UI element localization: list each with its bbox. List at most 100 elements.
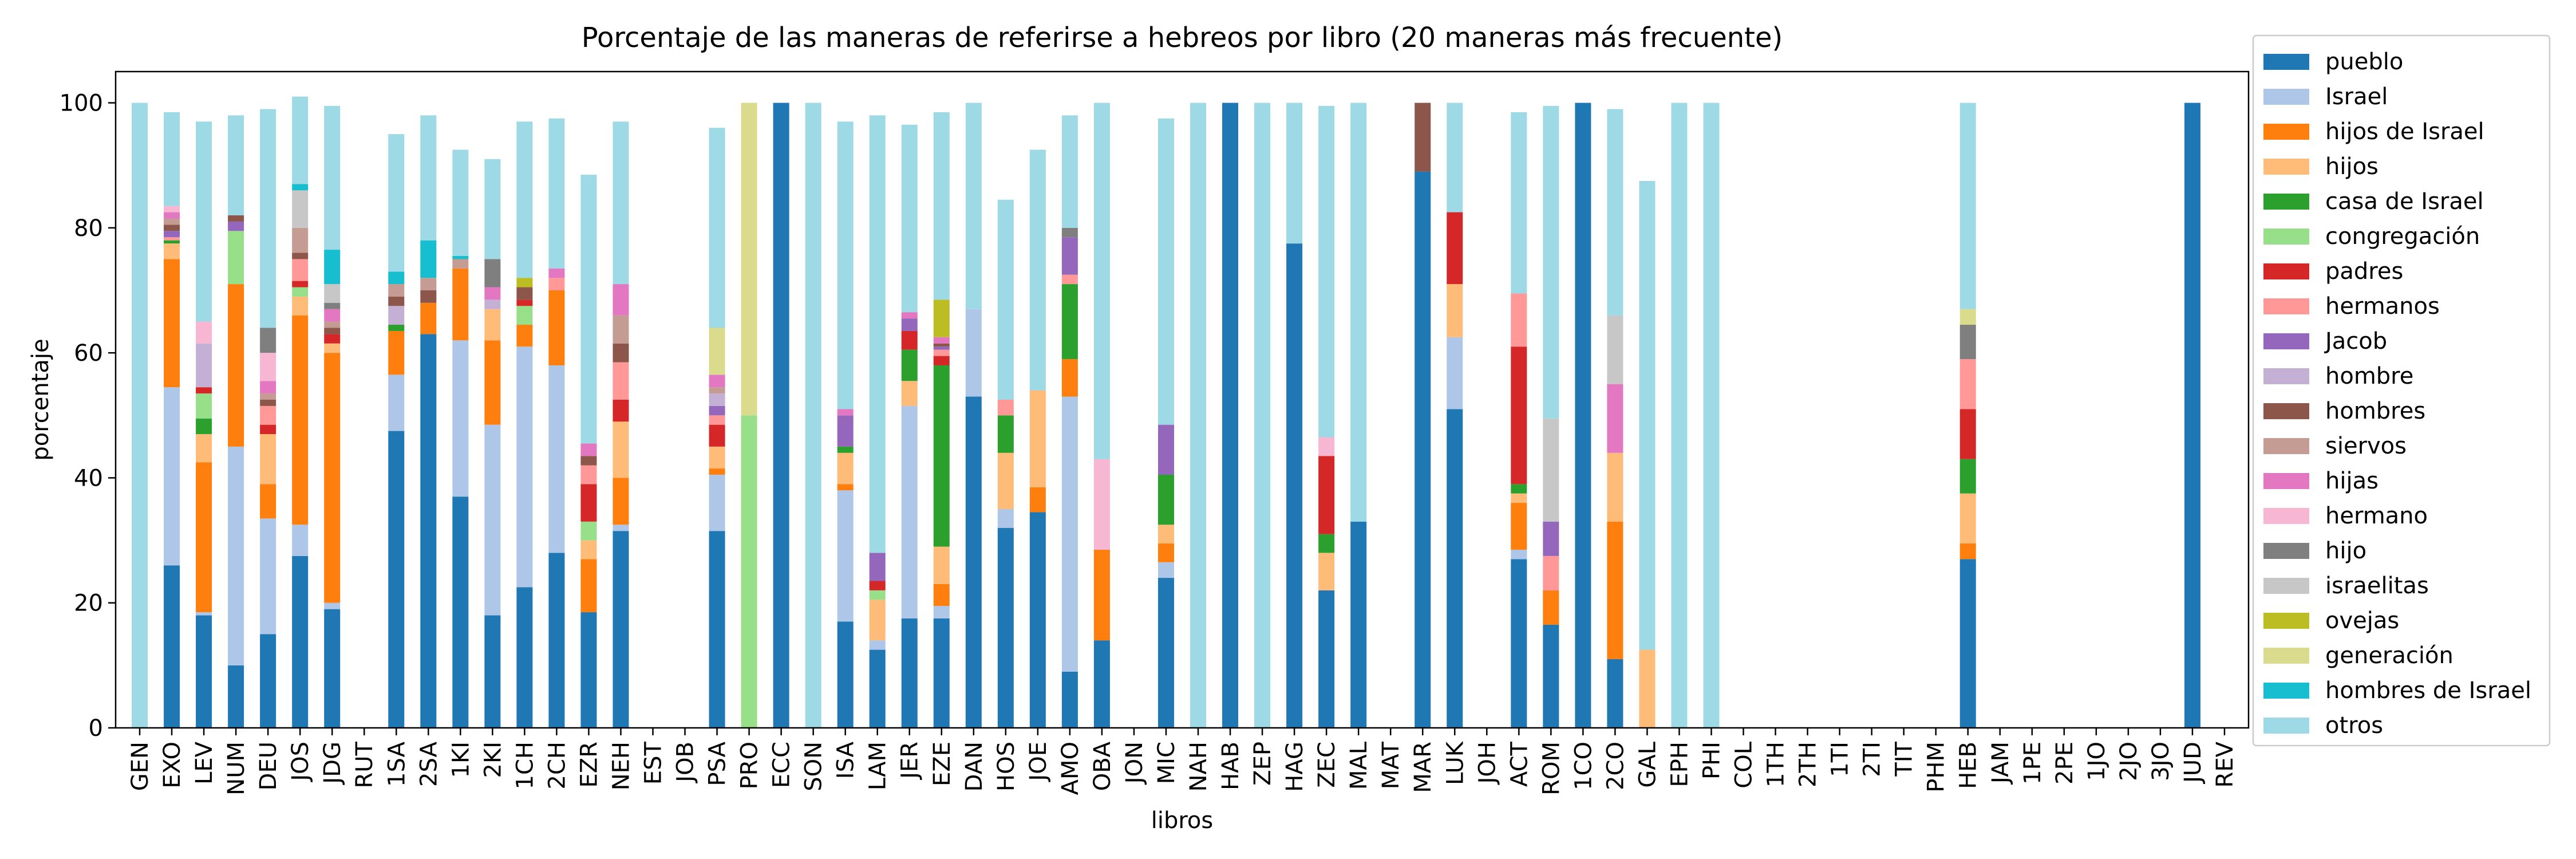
- bar-jdg-padres: [324, 334, 341, 344]
- bar-deu-hombres: [260, 400, 276, 406]
- bar-2co-hijos-de-israel: [1607, 521, 1623, 659]
- bar-dan-pueblo: [965, 396, 982, 728]
- x-tick-label: NUM: [223, 742, 250, 795]
- bar-1ch-ovejas: [516, 278, 533, 287]
- x-tick-label: RUT: [351, 741, 378, 788]
- bar-hos-hijos: [997, 452, 1014, 509]
- bar-son-otros: [805, 103, 821, 728]
- bar-deu-siervos: [260, 393, 276, 400]
- bar-neh-israel: [613, 525, 629, 531]
- bar-neh-hijos: [613, 421, 629, 478]
- bar-2ki-israel: [484, 424, 501, 616]
- legend-swatch-hermano: [2263, 508, 2309, 524]
- chart-title: Porcentaje de las maneras de referirse a…: [582, 22, 1783, 54]
- bar-mic-otros: [1157, 118, 1174, 425]
- bar-mic-pueblo: [1157, 578, 1174, 728]
- bar-neh-hijos-de-israel: [613, 478, 629, 525]
- bar-lam-padres: [869, 581, 886, 590]
- bar-jos-israel: [292, 525, 309, 556]
- bar-1sa-hijos-de-israel: [388, 330, 405, 375]
- x-tick-label: JOS: [287, 742, 314, 783]
- x-tick-label: JOE: [1025, 742, 1052, 783]
- bar-oba-otros: [1093, 103, 1110, 459]
- bar-1ki-hombres-de-israel: [452, 255, 469, 259]
- bar-pro-generacion: [741, 103, 757, 416]
- bar-lev-hermano: [196, 321, 212, 344]
- bar-deu-hijos-de-israel: [260, 484, 276, 519]
- bar-heb-otros: [1959, 103, 1976, 309]
- bar-gal-otros: [1639, 181, 1656, 650]
- bar-eze-jacob: [933, 346, 950, 350]
- bar-1ki-pueblo: [452, 497, 469, 728]
- legend-box: [2252, 34, 2551, 747]
- bar-eze-ovejas: [933, 300, 950, 337]
- x-tick-label: EXO: [159, 742, 185, 789]
- bar-lev-padres: [196, 387, 212, 394]
- bar-lam-pueblo: [869, 649, 886, 728]
- bar-jos-congregacion: [292, 287, 309, 297]
- bar-psa-generacion: [709, 328, 725, 375]
- x-tick-label: HAB: [1218, 742, 1244, 790]
- bar-1sa-hombres: [388, 296, 405, 306]
- bar-1sa-casa-de-israel: [388, 325, 405, 331]
- bar-jos-hijos-de-israel: [292, 315, 309, 525]
- bar-jer-israel: [901, 405, 918, 618]
- bar-ecc-pueblo: [773, 103, 789, 728]
- y-axis-label: porcentaje: [27, 338, 54, 460]
- bar-exo-hijas: [164, 212, 180, 219]
- bar-1ch-israel: [516, 346, 533, 588]
- bar-zec-hermano: [1318, 437, 1335, 456]
- x-tick-label: GAL: [1634, 741, 1661, 787]
- bar-eze-padres: [933, 356, 950, 365]
- bar-hos-hermanos: [997, 400, 1014, 416]
- bar-rom-otros: [1543, 106, 1559, 419]
- legend-swatch-ovejas: [2263, 613, 2309, 629]
- bar-mic-hijos-de-israel: [1157, 543, 1174, 562]
- x-tick-label: 1CH: [512, 742, 538, 789]
- bar-1ki-hijos-de-israel: [452, 268, 469, 341]
- bar-eze-hijas: [933, 337, 950, 344]
- bar-eph-otros: [1671, 103, 1688, 728]
- bar-phi-otros: [1703, 103, 1720, 728]
- bar-deu-hermanos: [260, 405, 276, 425]
- bar-act-hijos-de-israel: [1511, 503, 1527, 550]
- x-tick-label: HAG: [1282, 742, 1308, 792]
- x-tick-label: OBA: [1089, 741, 1116, 791]
- bar-jos-israelitas: [292, 190, 309, 228]
- x-tick-label: 2JO: [2116, 742, 2142, 781]
- x-tick-label: PRO: [737, 742, 763, 789]
- bar-luk-hijos: [1447, 284, 1463, 337]
- x-tick-label: 1PE: [2020, 742, 2046, 785]
- x-tick-label: PSA: [705, 741, 731, 786]
- y-tick-label: 80: [74, 215, 103, 242]
- bar-2ki-hijo: [484, 259, 501, 287]
- bar-2ch-israel: [548, 365, 565, 553]
- bar-exo-jacob: [164, 231, 180, 238]
- bar-rom-hermanos: [1543, 555, 1559, 590]
- bar-neh-padres: [613, 400, 629, 422]
- bar-mic-jacob: [1157, 424, 1174, 475]
- bar-psa-padres: [709, 424, 725, 447]
- bar-oba-pueblo: [1093, 640, 1110, 728]
- bar-luk-otros: [1447, 103, 1463, 212]
- bar-amo-hijo: [1061, 227, 1078, 238]
- bar-neh-otros: [613, 121, 629, 285]
- bar-jdg-hijos-de-israel: [324, 353, 341, 603]
- x-tick-label: PHM: [1923, 742, 1950, 793]
- bar-num-congregacion: [228, 231, 244, 285]
- bar-psa-hijos-de-israel: [709, 468, 725, 475]
- legend-swatch-otros: [2263, 718, 2309, 734]
- bar-psa-hermanos: [709, 415, 725, 425]
- bar-amo-hermanos: [1061, 274, 1078, 285]
- legend-swatch-hijo: [2263, 543, 2309, 559]
- bar-eze-hermanos: [933, 349, 950, 356]
- x-tick-label: HEB: [1955, 742, 1982, 789]
- bar-1ch-hombres: [516, 287, 533, 300]
- legend-label-hijo: hijo: [2325, 538, 2366, 564]
- x-tick-label: 2KI: [480, 742, 506, 778]
- legend-swatch-hijas: [2263, 473, 2309, 489]
- bar-lam-congregacion: [869, 590, 886, 600]
- bar-1sa-siervos: [388, 284, 405, 297]
- bar-lev-israel: [196, 612, 212, 616]
